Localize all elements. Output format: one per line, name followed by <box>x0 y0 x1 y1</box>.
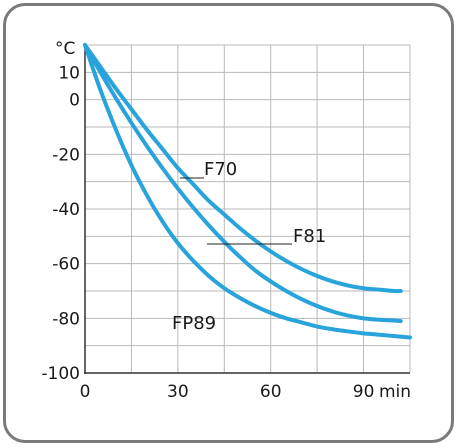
x-tick-label: 90 <box>353 382 375 402</box>
y-tick-label: -100 <box>41 364 80 384</box>
y-tick-label: -40 <box>52 200 80 220</box>
y-tick-label: -60 <box>52 255 80 275</box>
x-axis-label: min <box>379 382 411 402</box>
x-tick-labels: 0 30 60 90 <box>80 382 375 402</box>
y-tick-label: -80 <box>52 309 80 329</box>
axes <box>84 45 410 374</box>
series-line-fp89 <box>83 43 412 340</box>
y-tick-label: -20 <box>52 145 80 165</box>
series-line-f81 <box>83 43 403 324</box>
series-label-f81: F81 <box>293 226 326 247</box>
chart-frame <box>3 3 454 443</box>
x-tick-label: 30 <box>167 382 189 402</box>
series-label-f70: F70 <box>204 159 237 180</box>
y-axis-label: °C <box>55 39 75 59</box>
grid <box>85 44 411 373</box>
y-tick-labels: 10 0 -20 -40 -60 -80 -100 <box>41 63 80 384</box>
series-label-fp89: FP89 <box>172 313 216 334</box>
y-tick-label: 0 <box>69 91 80 111</box>
y-tick-label: 10 <box>58 63 80 83</box>
x-tick-label: 60 <box>260 382 282 402</box>
x-tick-label: 0 <box>80 382 91 402</box>
series-labels: F70 F81 FP89 <box>172 159 326 334</box>
series-line-f70 <box>83 43 403 294</box>
series-lines <box>83 43 412 340</box>
